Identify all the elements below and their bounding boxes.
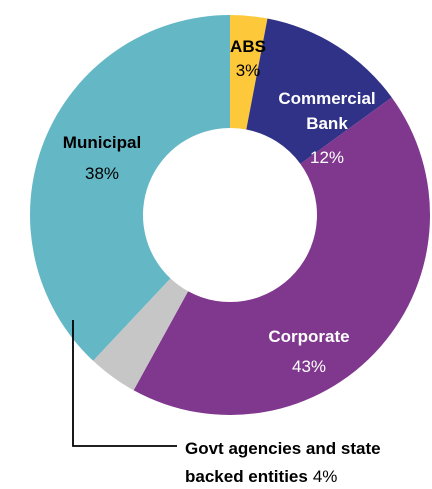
- slice-label-govt-line1: Govt agencies and state: [185, 439, 381, 458]
- slice-value-abs: 3%: [236, 61, 261, 80]
- slice-label-commercial-bank-line2: Bank: [306, 114, 348, 133]
- slice-value-corporate: 43%: [292, 357, 326, 376]
- slice-label-govt-line2-name: backed entities: [185, 467, 308, 486]
- donut-slices: [30, 15, 430, 416]
- slice-value-commercial-bank: 12%: [310, 148, 344, 167]
- slice-label-municipal: Municipal: [63, 133, 141, 152]
- slice-corporate: [133, 97, 430, 416]
- slice-label-corporate: Corporate: [268, 327, 349, 346]
- slice-commercial-bank: [246, 18, 392, 164]
- slice-label-abs: ABS: [230, 37, 266, 56]
- slice-label-commercial-bank-line1: Commercial: [278, 89, 375, 108]
- govt-leader-line: [72, 320, 177, 447]
- slice-govt-agencies-and-state-backed-entities: [93, 278, 189, 391]
- slice-municipal: [30, 15, 231, 361]
- slice-value-govt: 4%: [313, 467, 338, 486]
- slice-label-govt-line2: backed entities 4%: [185, 467, 337, 486]
- slice-abs: [230, 15, 268, 130]
- slice-value-municipal: 38%: [85, 164, 119, 183]
